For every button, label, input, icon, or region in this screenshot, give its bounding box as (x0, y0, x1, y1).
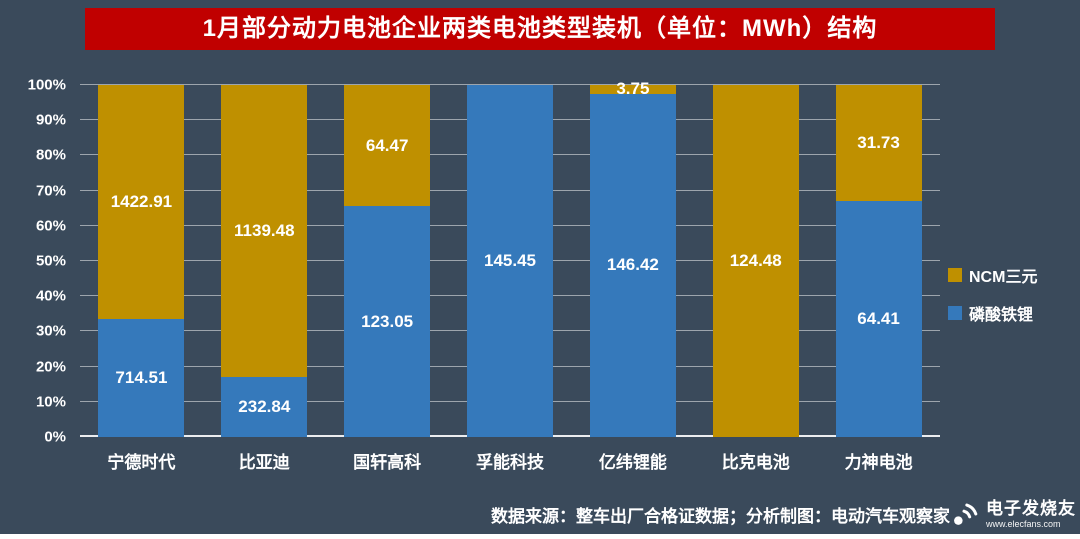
bar-value-label: 146.42 (606, 255, 659, 275)
gridline (80, 84, 940, 85)
bar-value-label: 31.73 (857, 133, 900, 153)
bar-value-label: 123.05 (361, 311, 414, 331)
bar-segment-NCM三元: 64.47 (344, 85, 431, 207)
stacked-bar: 124.48 (712, 85, 799, 437)
stacked-bar: 3.75 146.42 (589, 79, 676, 437)
legend-label-ncm: NCM三元 (969, 269, 1038, 286)
bar-column-1: 1422.91 714.51 (80, 85, 203, 437)
stacked-bar: 64.47 123.05 (344, 85, 431, 437)
y-axis-tick-label: 50% (35, 252, 66, 270)
bar-column-7: 31.73 64.41 (817, 85, 940, 437)
watermark-text: 电子发烧友 www.elecfans.com (986, 499, 1076, 529)
x-category-label: 国轩高科 (353, 453, 422, 472)
legend-item-ncm: NCM三元 (948, 263, 1037, 287)
y-axis-tick-label: 10% (35, 393, 66, 411)
chart-title: 1月部分动力电池企业两类电池类型装机（单位：MWh）结构 (202, 15, 878, 42)
title-banner: 1月部分动力电池企业两类电池类型装机（单位：MWh）结构 (85, 8, 995, 50)
y-axis-tick-label: 90% (35, 111, 66, 129)
y-axis-tick-label: 60% (35, 217, 66, 235)
stacked-bar: 31.73 64.41 (835, 85, 922, 437)
legend-swatch-lfp-icon (948, 306, 962, 320)
bar-column-5: 3.75 146.42 (571, 79, 694, 437)
y-axis-tick-label: 80% (35, 146, 66, 164)
x-category-label: 力神电池 (844, 453, 913, 472)
x-category-label: 比克电池 (721, 453, 790, 472)
bar-value-label: 1139.48 (234, 221, 295, 241)
y-axis-tick-label: 100% (27, 76, 66, 94)
bar-value-label: 232.84 (238, 397, 291, 417)
watermark-url: www.elecfans.com (986, 518, 1061, 529)
bar-segment-NCM三元: 124.48 (712, 85, 799, 437)
y-axis: 0% 10% 20% 30% 40% 50% 60% 70% 80% 90% 100% (0, 77, 72, 446)
bar-segment-磷酸铁锂: 64.41 (835, 201, 922, 437)
watermark: 电子发烧友 www.elecfans.com (947, 497, 1076, 531)
bar-value-label: 714.51 (115, 368, 168, 388)
legend-label-lfp: 磷酸铁锂 (969, 307, 1034, 324)
bar-column-6: 124.48 (694, 85, 817, 437)
y-axis-tick-label: 0% (44, 428, 66, 446)
legend-swatch-ncm-icon (948, 268, 962, 282)
bottom-white-strip (0, 534, 1080, 539)
bar-segment-磷酸铁锂: 145.45 (467, 85, 553, 437)
bar-column-4: 145.45 (449, 85, 572, 437)
bar-value-label: 1422.91 (110, 192, 173, 212)
elecfans-logo-icon (954, 503, 978, 525)
bar-segment-NCM三元: 1139.48 (221, 85, 308, 378)
bar-segment-磷酸铁锂: 123.05 (344, 206, 431, 437)
source-note: 数据来源：整车出厂合格证数据；分析制图：电动汽车观察家 (491, 507, 950, 526)
stacked-bar: 1139.48 232.84 (221, 85, 308, 437)
bar-segment-磷酸铁锂: 714.51 (98, 319, 185, 437)
legend-item-lfp: 磷酸铁锂 (948, 301, 1037, 325)
x-category-label: 亿纬锂能 (598, 453, 667, 472)
bar-segment-NCM三元: 3.75 (589, 79, 676, 98)
bar-column-3: 64.47 123.05 (326, 85, 449, 437)
x-axis-labels: 宁德时代 比亚迪 国轩高科 孚能科技 亿纬锂能 比克电池 力神电池 (80, 448, 940, 473)
bar-segment-NCM三元: 1422.91 (98, 85, 185, 320)
bar-value-label: 124.48 (729, 251, 782, 270)
y-axis-tick-label: 30% (35, 322, 66, 340)
x-category-label: 宁德时代 (107, 453, 176, 472)
y-axis-tick-label: 20% (35, 358, 66, 376)
stacked-bar: 145.45 (467, 85, 553, 437)
stacked-bar: 1422.91 714.51 (98, 85, 185, 437)
bars: 1422.91 714.51 1139.48 232.84 64.47 123.05 145… (80, 79, 940, 437)
x-category-label: 孚能科技 (476, 453, 544, 472)
bar-value-label: 64.47 (365, 135, 409, 155)
legend: NCM三元 磷酸铁锂 (948, 263, 1037, 325)
y-axis-tick-label: 40% (35, 287, 66, 305)
bar-segment-磷酸铁锂: 146.42 (589, 93, 676, 437)
bar-value-label: 145.45 (484, 251, 536, 270)
bar-column-2: 1139.48 232.84 (203, 85, 326, 437)
bar-value-label: 3.75 (616, 79, 650, 99)
x-category-label: 比亚迪 (238, 453, 290, 472)
y-axis-tick-label: 70% (35, 182, 66, 200)
bar-segment-NCM三元: 31.73 (835, 85, 922, 202)
bar-segment-磷酸铁锂: 232.84 (221, 377, 308, 437)
watermark-name: 电子发烧友 (986, 499, 1076, 519)
bar-value-label: 64.41 (857, 309, 900, 329)
